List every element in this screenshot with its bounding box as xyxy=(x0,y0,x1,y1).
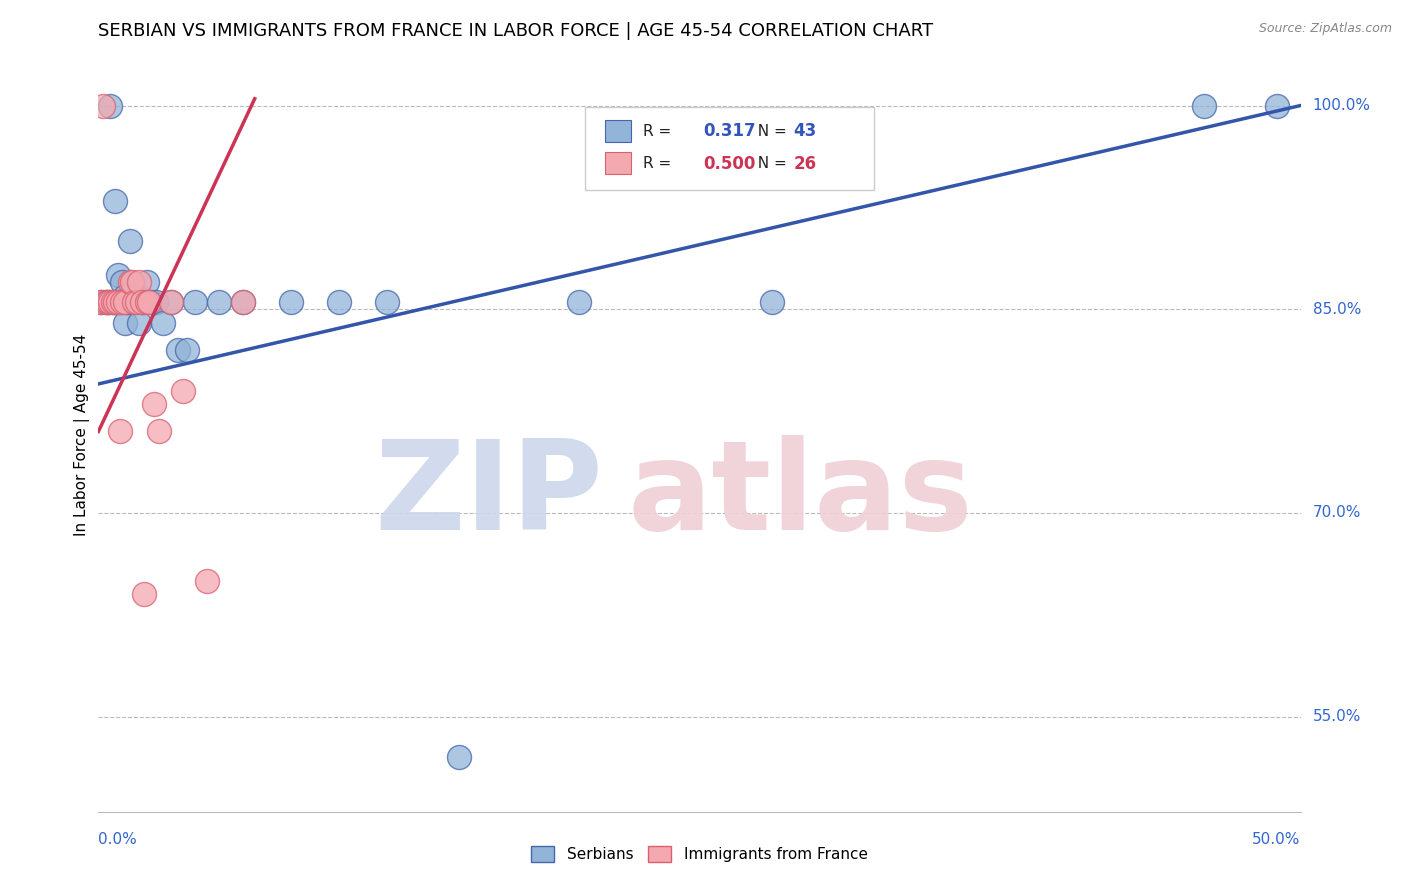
Point xyxy=(125,295,148,310)
Point xyxy=(1265,98,1288,112)
Point xyxy=(148,425,170,439)
Text: 55.0%: 55.0% xyxy=(1313,709,1361,724)
Text: 50.0%: 50.0% xyxy=(1253,832,1301,847)
Point xyxy=(114,316,136,330)
Point xyxy=(108,295,131,310)
Point xyxy=(111,295,134,310)
Point xyxy=(131,295,153,310)
Text: Source: ZipAtlas.com: Source: ZipAtlas.com xyxy=(1258,22,1392,36)
Point xyxy=(145,295,167,310)
Text: R =: R = xyxy=(643,156,676,171)
Point xyxy=(124,295,146,310)
Point xyxy=(176,343,198,357)
Point xyxy=(111,275,134,289)
Point xyxy=(141,295,163,310)
Point xyxy=(128,275,150,289)
Point xyxy=(132,295,155,310)
Point xyxy=(107,295,129,310)
Point xyxy=(131,295,153,310)
Point xyxy=(97,295,120,310)
Point xyxy=(111,295,134,310)
Point xyxy=(94,295,117,310)
Point xyxy=(94,295,117,310)
Point xyxy=(761,295,783,310)
Point xyxy=(90,295,112,310)
Point xyxy=(121,295,143,310)
Point xyxy=(107,268,129,283)
Point xyxy=(132,587,155,601)
Point xyxy=(125,288,148,302)
Point xyxy=(1194,98,1216,112)
Point xyxy=(447,750,470,764)
Point xyxy=(138,295,160,310)
Point xyxy=(114,288,136,302)
Point xyxy=(568,295,591,310)
Point xyxy=(328,295,350,310)
Text: R =: R = xyxy=(643,124,676,138)
Point xyxy=(232,295,254,310)
FancyBboxPatch shape xyxy=(605,120,631,142)
Text: 26: 26 xyxy=(793,154,817,172)
Point xyxy=(375,295,398,310)
Point xyxy=(142,397,165,411)
FancyBboxPatch shape xyxy=(605,152,631,174)
Point xyxy=(108,425,131,439)
Point xyxy=(135,275,157,289)
Text: 43: 43 xyxy=(793,122,817,140)
Legend: Serbians, Immigrants from France: Serbians, Immigrants from France xyxy=(526,840,873,868)
Point xyxy=(101,295,124,310)
Point xyxy=(118,275,141,289)
Point xyxy=(117,295,139,310)
Text: SERBIAN VS IMMIGRANTS FROM FRANCE IN LABOR FORCE | AGE 45-54 CORRELATION CHART: SERBIAN VS IMMIGRANTS FROM FRANCE IN LAB… xyxy=(98,22,934,40)
Point xyxy=(280,295,302,310)
Point xyxy=(183,295,205,310)
Point xyxy=(104,295,127,310)
Point xyxy=(90,295,112,310)
Point xyxy=(159,295,181,310)
Point xyxy=(104,194,127,208)
Point xyxy=(117,295,139,310)
Point xyxy=(107,295,129,310)
Point xyxy=(172,384,194,398)
Point xyxy=(159,295,181,310)
Point xyxy=(97,295,120,310)
Text: 85.0%: 85.0% xyxy=(1313,301,1361,317)
Point xyxy=(195,574,218,588)
Point xyxy=(208,295,231,310)
Point xyxy=(118,235,141,249)
Text: N =: N = xyxy=(748,156,792,171)
Point xyxy=(91,98,114,112)
Point xyxy=(101,295,124,310)
Text: atlas: atlas xyxy=(627,434,973,556)
Point xyxy=(121,275,143,289)
Point xyxy=(166,343,188,357)
Point xyxy=(114,295,136,310)
Y-axis label: In Labor Force | Age 45-54: In Labor Force | Age 45-54 xyxy=(75,334,90,536)
Text: N =: N = xyxy=(748,124,792,138)
Text: ZIP: ZIP xyxy=(374,434,603,556)
Point xyxy=(108,295,131,310)
FancyBboxPatch shape xyxy=(585,107,873,190)
Text: 70.0%: 70.0% xyxy=(1313,506,1361,520)
Text: 0.317: 0.317 xyxy=(703,122,755,140)
Point xyxy=(100,295,122,310)
Point xyxy=(124,295,146,310)
Point xyxy=(232,295,254,310)
Point xyxy=(152,316,174,330)
Point xyxy=(104,295,127,310)
Point xyxy=(108,295,131,310)
Point xyxy=(100,98,122,112)
Text: 100.0%: 100.0% xyxy=(1313,98,1371,113)
Text: 0.0%: 0.0% xyxy=(98,832,138,847)
Point xyxy=(135,295,157,310)
Text: 0.500: 0.500 xyxy=(703,154,755,172)
Point xyxy=(128,316,150,330)
